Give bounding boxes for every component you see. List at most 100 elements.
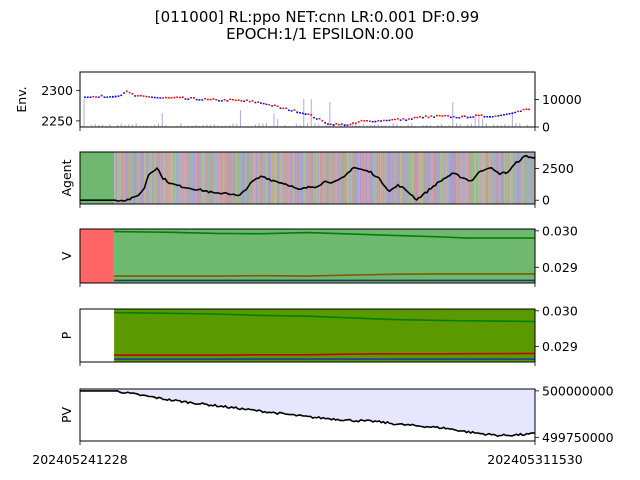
agent-action-stripe: [494, 152, 496, 204]
agent-action-stripe: [283, 152, 285, 204]
agent-action-stripe: [396, 152, 398, 204]
candle: [318, 117, 321, 120]
agent-action-stripe: [125, 152, 127, 204]
agent-action-stripe: [484, 152, 486, 204]
candle: [313, 116, 315, 119]
agent-action-stripe: [429, 152, 432, 204]
agent-action-stripe: [235, 152, 238, 204]
agent-action-stripe: [134, 152, 136, 204]
candle: [374, 120, 377, 123]
candle: [246, 99, 248, 101]
agent-action-stripe: [284, 152, 287, 204]
candle: [466, 116, 469, 119]
agent-action-stripe: [292, 152, 294, 204]
panel-ylabel: V: [59, 251, 74, 260]
candle: [405, 119, 408, 122]
candle: [114, 95, 117, 98]
agent-action-stripe: [507, 152, 509, 204]
candle: [111, 95, 114, 98]
agent-action-stripe: [471, 152, 474, 204]
agent-action-stripe: [158, 152, 160, 204]
agent-action-stripe: [304, 152, 307, 204]
agent-action-stripe: [499, 152, 501, 204]
candle: [360, 119, 363, 122]
candle: [173, 96, 176, 99]
candle: [181, 96, 184, 99]
agent-action-stripe: [344, 152, 346, 204]
agent-action-stripe: [529, 152, 531, 204]
agent-action-stripe: [527, 152, 529, 204]
agent-action-stripe: [454, 152, 456, 204]
agent-action-stripe: [498, 152, 500, 204]
agent-action-stripe: [203, 152, 206, 204]
agent-action-stripe: [221, 152, 223, 204]
agent-action-stripe: [353, 152, 355, 204]
agent-action-stripe: [376, 152, 379, 204]
candle: [469, 116, 472, 119]
candle: [517, 110, 519, 113]
candle: [153, 96, 156, 99]
agent-action-stripe: [295, 152, 298, 204]
candle: [176, 96, 178, 98]
agent-action-stripe: [424, 152, 426, 204]
agent-action-stripe: [121, 152, 124, 204]
agent-action-stripe: [193, 152, 196, 204]
agent-action-stripe: [324, 152, 326, 204]
agent-action-stripe: [234, 152, 237, 204]
agent-action-stripe: [124, 152, 126, 204]
agent-action-stripe: [220, 152, 222, 204]
agent-action-stripe: [131, 152, 134, 204]
candle: [165, 96, 167, 99]
agent-action-stripe: [523, 152, 526, 204]
agent-action-stripe: [487, 152, 489, 204]
candle: [170, 97, 173, 99]
agent-action-stripe: [136, 152, 138, 204]
agent-action-stripe: [434, 152, 436, 204]
agent-action-stripe: [188, 152, 190, 204]
candle: [366, 120, 368, 122]
candle: [243, 100, 246, 103]
agent-action-stripe: [502, 152, 505, 204]
agent-action-stripe: [393, 152, 395, 204]
candle: [329, 123, 332, 126]
agent-action-stripe: [420, 152, 423, 204]
agent-action-stripe: [142, 152, 145, 204]
agent-action-stripe: [183, 152, 186, 204]
agent-action-stripe: [465, 152, 467, 204]
agent-action-stripe: [358, 152, 361, 204]
agent-action-stripe: [170, 152, 173, 204]
agent-action-stripe: [208, 152, 210, 204]
right-tick-label: 0.030: [542, 223, 578, 238]
series-pv: [80, 389, 536, 438]
agent-action-stripe: [415, 152, 417, 204]
agent-action-stripe: [262, 152, 264, 204]
agent-action-stripe: [485, 152, 487, 204]
candle: [477, 114, 480, 117]
agent-action-stripe: [413, 152, 415, 204]
candle: [463, 115, 466, 118]
agent-action-stripe: [115, 152, 117, 204]
agent-action-stripe: [177, 152, 179, 204]
agent-action-stripe: [293, 152, 295, 204]
agent-action-stripe: [448, 152, 451, 204]
agent-action-stripe: [334, 152, 336, 204]
candle: [260, 102, 262, 104]
candle: [486, 116, 489, 118]
agent-action-stripe: [159, 152, 161, 204]
panel-ylabel: Env.: [14, 86, 29, 112]
agent-action-stripe: [335, 152, 338, 204]
pv-fill-area: [80, 389, 535, 436]
agent-action-stripe: [410, 152, 413, 204]
agent-action-stripe: [467, 152, 469, 204]
agent-action-stripe: [363, 152, 365, 204]
candle: [382, 119, 385, 122]
panel-agent: 2500 0 Agent: [59, 151, 574, 208]
agent-action-stripe: [356, 152, 359, 204]
agent-action-stripe: [294, 152, 297, 204]
candle: [441, 115, 444, 117]
agent-action-stripe: [322, 152, 324, 204]
agent-action-stripe: [486, 152, 488, 204]
agent-action-stripe: [525, 152, 527, 204]
agent-action-stripe: [271, 152, 273, 204]
